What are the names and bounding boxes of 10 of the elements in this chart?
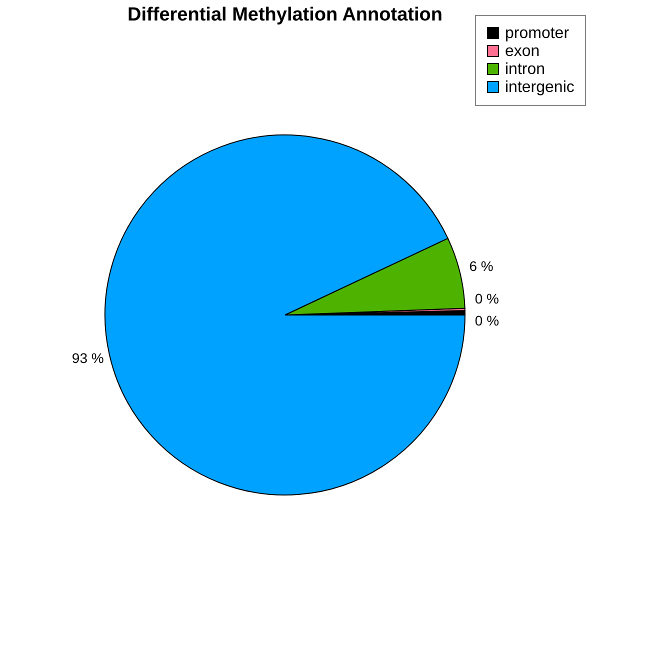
legend-label: intron [505,61,546,78]
data-label: 0 % [474,312,500,328]
legend-label: promoter [505,25,570,42]
chart-title: Differential Methylation Annotation [128,4,442,26]
pie-slice [104,134,466,496]
data-label: 93 % [72,350,104,366]
legend-label: intergenic [505,79,574,96]
data-label: 6 % [469,258,494,274]
legend-label: exon [505,43,540,60]
data-label: 0 % [474,290,499,307]
